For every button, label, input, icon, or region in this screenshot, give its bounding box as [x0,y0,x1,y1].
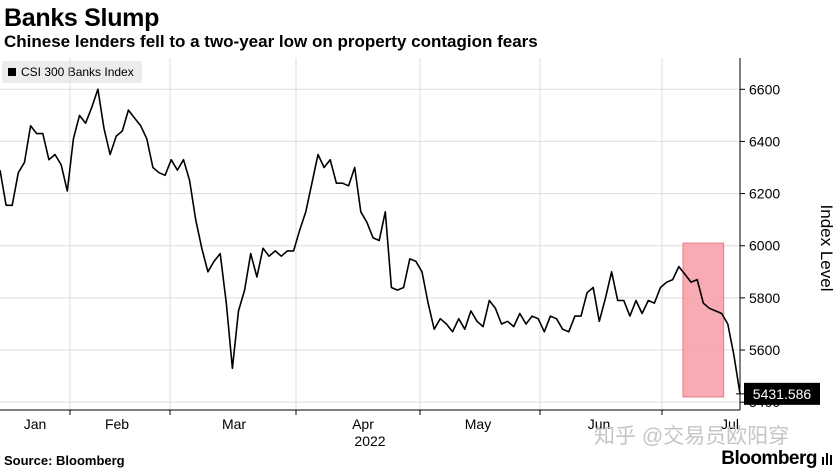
source-note: Source: Bloomberg [4,453,125,468]
legend-swatch [8,68,16,76]
x-year-label: 2022 [354,433,385,449]
y-tick-label: 6400 [749,133,780,149]
x-tick-label: Jan [24,416,47,432]
chart-subtitle: Chinese lenders fell to a two-year low o… [4,32,538,51]
legend-label: CSI 300 Banks Index [21,65,134,79]
x-tick-label: Apr [352,416,374,432]
bloomberg-mark-icon [822,453,832,465]
y-tick-label: 6200 [749,186,780,202]
y-tick-label: 6000 [749,238,780,254]
chart-title: Banks Slump [4,4,160,32]
y-tick-label: 5800 [749,290,780,306]
x-tick-label: Mar [222,416,246,432]
legend: CSI 300 Banks Index [2,61,142,83]
highlight-region [682,242,725,398]
y-tick-label: 6600 [749,81,780,97]
x-tick-label: Jul [721,416,739,432]
last-value-label: 5431.586 [753,386,812,402]
x-tick-label: Feb [105,416,129,432]
series-line-csi300-banks [0,88,741,394]
last-value-badge [744,382,820,405]
brand-logo: Bloomberg [721,448,817,469]
watermark: 知乎 @交易员欧阳穿 [594,425,790,448]
y-tick-label: 5600 [749,342,780,358]
y-axis-label: Index Level [817,204,836,292]
x-tick-label: May [465,416,491,432]
x-tick-label: Jun [588,416,611,432]
